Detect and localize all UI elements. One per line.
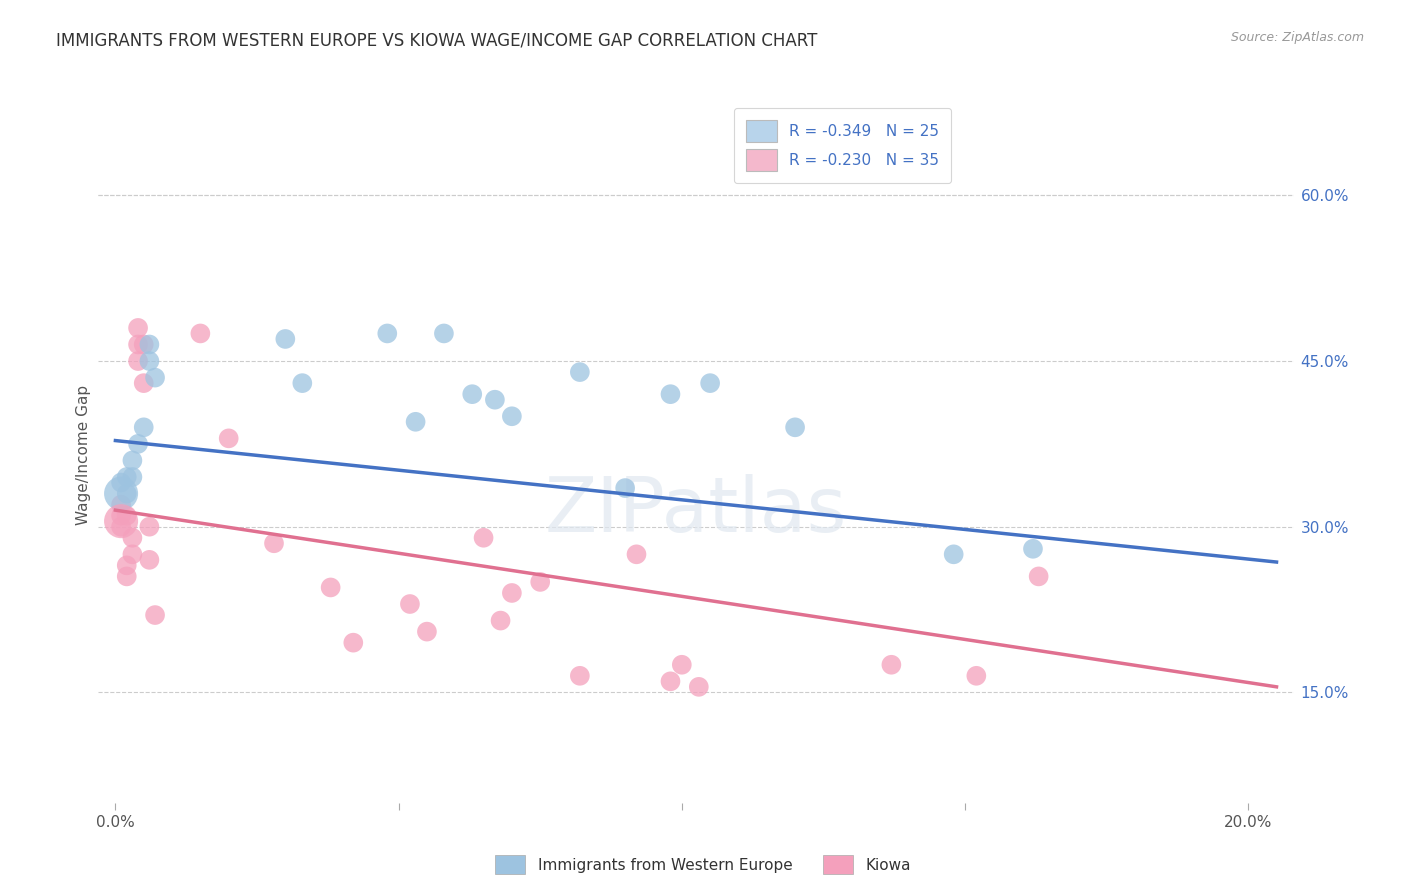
Point bbox=[110, 475, 132, 490]
Point bbox=[942, 547, 965, 561]
Point bbox=[110, 514, 132, 528]
Point bbox=[568, 365, 591, 379]
Point bbox=[127, 321, 149, 335]
Point bbox=[659, 674, 682, 689]
Text: Source: ZipAtlas.com: Source: ZipAtlas.com bbox=[1230, 31, 1364, 45]
Point bbox=[121, 453, 143, 467]
Point bbox=[138, 354, 160, 368]
Point bbox=[115, 508, 138, 523]
Point bbox=[375, 326, 398, 341]
Point bbox=[489, 614, 512, 628]
Point bbox=[127, 354, 149, 368]
Point bbox=[342, 635, 364, 649]
Point bbox=[472, 531, 495, 545]
Point bbox=[138, 553, 160, 567]
Point bbox=[190, 326, 212, 341]
Point bbox=[218, 431, 240, 445]
Point bbox=[461, 387, 484, 401]
Legend: R = -0.349   N = 25, R = -0.230   N = 35: R = -0.349 N = 25, R = -0.230 N = 35 bbox=[734, 108, 952, 183]
Y-axis label: Wage/Income Gap: Wage/Income Gap bbox=[76, 384, 91, 525]
Point bbox=[626, 547, 648, 561]
Point bbox=[143, 370, 166, 384]
Point bbox=[529, 574, 551, 589]
Point bbox=[1028, 569, 1050, 583]
Point bbox=[143, 608, 166, 623]
Point bbox=[138, 337, 160, 351]
Point bbox=[1022, 541, 1045, 556]
Point bbox=[783, 420, 806, 434]
Text: ZIPatlas: ZIPatlas bbox=[544, 474, 848, 548]
Point bbox=[659, 387, 682, 401]
Point bbox=[115, 470, 138, 484]
Point bbox=[433, 326, 456, 341]
Point bbox=[399, 597, 422, 611]
Point bbox=[501, 409, 523, 424]
Point bbox=[319, 581, 342, 595]
Point bbox=[110, 486, 132, 500]
Point bbox=[484, 392, 506, 407]
Point bbox=[291, 376, 314, 391]
Point bbox=[127, 437, 149, 451]
Point bbox=[416, 624, 439, 639]
Legend: Immigrants from Western Europe, Kiowa: Immigrants from Western Europe, Kiowa bbox=[489, 849, 917, 880]
Point bbox=[110, 498, 132, 512]
Point bbox=[274, 332, 297, 346]
Point bbox=[405, 415, 427, 429]
Point bbox=[115, 558, 138, 573]
Point bbox=[501, 586, 523, 600]
Point bbox=[688, 680, 710, 694]
Point bbox=[127, 337, 149, 351]
Point bbox=[965, 669, 987, 683]
Point bbox=[699, 376, 721, 391]
Text: IMMIGRANTS FROM WESTERN EUROPE VS KIOWA WAGE/INCOME GAP CORRELATION CHART: IMMIGRANTS FROM WESTERN EUROPE VS KIOWA … bbox=[56, 31, 818, 49]
Point bbox=[110, 519, 132, 533]
Point bbox=[115, 569, 138, 583]
Point bbox=[880, 657, 903, 672]
Point bbox=[263, 536, 285, 550]
Point bbox=[110, 508, 132, 523]
Point bbox=[568, 669, 591, 683]
Point bbox=[121, 470, 143, 484]
Point bbox=[132, 376, 155, 391]
Point bbox=[614, 481, 637, 495]
Point bbox=[132, 420, 155, 434]
Point bbox=[121, 531, 143, 545]
Point bbox=[132, 337, 155, 351]
Point bbox=[138, 519, 160, 533]
Point bbox=[671, 657, 693, 672]
Point bbox=[121, 547, 143, 561]
Point bbox=[115, 486, 138, 500]
